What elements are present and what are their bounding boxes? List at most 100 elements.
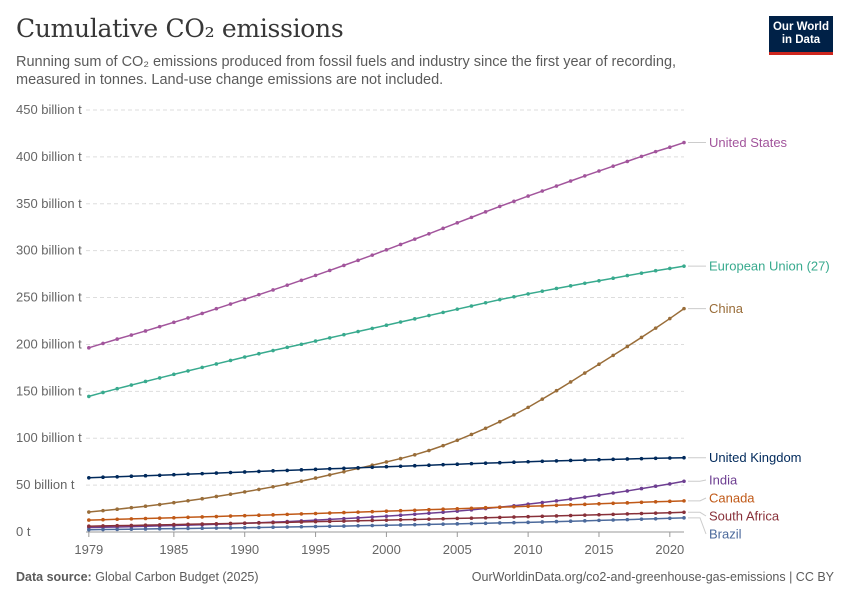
point-brazil xyxy=(384,523,389,528)
point-european-union-27 xyxy=(625,273,630,278)
series-european-union-27[interactable] xyxy=(87,264,686,399)
point-united-kingdom xyxy=(483,461,488,465)
point-south-africa xyxy=(427,517,431,521)
series-brazil[interactable] xyxy=(87,516,686,532)
point-china xyxy=(342,469,346,474)
point-united-states xyxy=(455,221,460,225)
label-canada[interactable]: Canada xyxy=(709,491,755,506)
point-united-states xyxy=(668,145,672,150)
point-european-union-27 xyxy=(356,329,360,334)
point-brazil xyxy=(172,526,176,531)
y-tick-label: 450 billion t xyxy=(16,102,82,117)
label-brazil[interactable]: Brazil xyxy=(709,527,742,542)
point-south-africa xyxy=(172,522,176,527)
point-european-union-27 xyxy=(214,362,219,366)
point-united-kingdom xyxy=(228,470,233,475)
point-china xyxy=(639,335,644,340)
point-united-kingdom xyxy=(554,459,559,463)
point-brazil xyxy=(398,523,403,527)
point-brazil xyxy=(483,521,488,526)
point-brazil xyxy=(356,524,360,528)
x-tick-label: 1985 xyxy=(159,542,188,557)
point-brazil xyxy=(455,522,460,526)
point-european-union-27 xyxy=(412,317,417,321)
label-south-africa[interactable]: South Africa xyxy=(709,509,780,524)
series-south-africa[interactable] xyxy=(87,510,686,528)
label-united-kingdom[interactable]: United Kingdom xyxy=(709,450,802,465)
point-european-union-27 xyxy=(242,355,247,359)
point-united-states xyxy=(441,226,445,231)
point-china xyxy=(611,353,615,358)
point-china xyxy=(87,510,91,514)
point-united-states xyxy=(228,302,233,306)
point-united-kingdom xyxy=(455,462,460,466)
point-united-states xyxy=(512,199,516,204)
point-european-union-27 xyxy=(228,358,233,363)
point-canada xyxy=(568,503,573,507)
series-united-states[interactable] xyxy=(87,140,686,350)
footer-url[interactable]: OurWorldinData.org/co2-and-greenhouse-ga… xyxy=(471,570,834,584)
label-china[interactable]: China xyxy=(709,301,744,316)
y-tick-label: 400 billion t xyxy=(16,149,82,164)
point-south-africa xyxy=(157,523,162,527)
point-india xyxy=(668,482,672,486)
label-connector xyxy=(688,479,707,482)
point-china xyxy=(412,453,417,457)
point-south-africa xyxy=(285,520,290,525)
point-brazil xyxy=(200,526,204,531)
point-china xyxy=(554,388,559,393)
point-china xyxy=(327,473,332,477)
point-european-union-27 xyxy=(200,365,204,370)
point-india xyxy=(653,484,658,489)
point-canada xyxy=(583,502,587,507)
point-india xyxy=(597,493,601,497)
point-south-africa xyxy=(568,513,573,518)
point-united-states xyxy=(554,184,559,188)
owid-logo[interactable]: Our World in Data xyxy=(769,16,833,55)
series-china[interactable] xyxy=(87,306,686,514)
point-canada xyxy=(257,513,261,518)
point-brazil xyxy=(427,522,431,527)
point-united-states xyxy=(285,283,290,287)
point-european-union-27 xyxy=(568,284,573,288)
point-european-union-27 xyxy=(157,376,162,380)
y-axis: 0 t 50 billion t 100 billion t 150 billion … xyxy=(16,102,82,539)
x-tick-label: 2010 xyxy=(514,542,543,557)
series-canada[interactable] xyxy=(87,499,686,522)
point-united-kingdom xyxy=(313,467,318,472)
point-china xyxy=(228,492,233,497)
footer-source: Data source: Global Carbon Budget (2025) xyxy=(16,570,259,584)
point-canada xyxy=(653,500,658,504)
label-european-union-27[interactable]: European Union (27) xyxy=(709,259,830,274)
point-canada xyxy=(554,503,559,508)
point-canada xyxy=(611,501,615,506)
point-brazil xyxy=(568,519,573,524)
point-china xyxy=(682,306,686,311)
point-canada xyxy=(143,516,148,521)
series-united-kingdom[interactable] xyxy=(87,455,686,480)
point-china xyxy=(625,344,630,349)
point-united-states xyxy=(101,341,105,346)
point-china xyxy=(512,413,516,417)
point-india xyxy=(583,495,587,499)
point-canada xyxy=(129,517,134,521)
point-india xyxy=(625,489,630,493)
point-european-union-27 xyxy=(540,289,545,293)
point-south-africa xyxy=(299,520,304,524)
point-united-kingdom xyxy=(625,457,630,461)
point-china xyxy=(597,362,601,367)
point-china xyxy=(469,432,474,437)
point-united-states xyxy=(497,204,502,209)
point-united-states xyxy=(257,292,261,297)
label-india[interactable]: India xyxy=(709,473,738,488)
point-european-union-27 xyxy=(554,286,559,291)
point-united-kingdom xyxy=(342,466,346,471)
point-united-kingdom xyxy=(115,474,119,479)
source-label: Data source: xyxy=(16,570,92,584)
point-canada xyxy=(313,511,318,516)
point-china xyxy=(299,479,304,483)
point-european-union-27 xyxy=(313,339,318,343)
label-united-states[interactable]: United States xyxy=(709,135,788,150)
point-brazil xyxy=(129,527,134,531)
x-tick-label: 1995 xyxy=(301,542,330,557)
